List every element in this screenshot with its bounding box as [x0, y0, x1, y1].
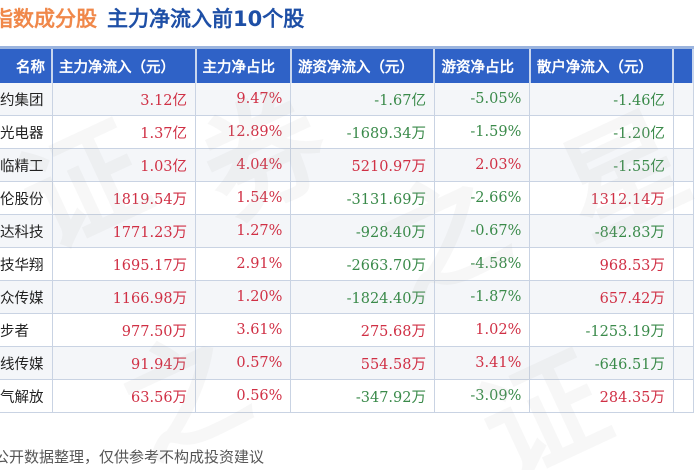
stock-name-cell: 达科技 — [0, 214, 53, 248]
hot-inflow-cell: -928.40万 — [290, 214, 435, 248]
retail-inflow-cell: 1312.14万 — [529, 181, 674, 215]
table-header-row: 名称 主力净流入（元） 主力净占比 游资净流入（元） 游资净占比 散户净流入（元… — [0, 46, 694, 83]
main-pct-cell: 4.04% — [195, 148, 292, 182]
hot-pct-cell: 1.02% — [434, 313, 531, 347]
stock-name-cell: 临精工 — [0, 148, 53, 182]
hot-pct-cell: -4.58% — [434, 247, 531, 281]
stock-name-cell: 线传媒 — [0, 346, 53, 380]
stock-name-cell: 技华翔 — [0, 247, 53, 281]
hot-inflow-cell: -3131.69万 — [290, 181, 435, 215]
retail-inflow-cell: -842.83万 — [529, 214, 674, 248]
main-inflow-cell: 63.56万 — [52, 379, 197, 413]
hot-pct-cell: -0.67% — [434, 214, 531, 248]
hot-pct-cell: 2.03% — [434, 148, 531, 182]
stock-name-cell: 伦股份 — [0, 181, 53, 215]
stock-name-cell: 约集团 — [0, 83, 53, 116]
fund-flow-table: 名称 主力净流入（元） 主力净占比 游资净流入（元） 游资净占比 散户净流入（元… — [0, 46, 694, 413]
table-row: 步者 977.50万 3.61% 275.68万 1.02% -1253.19万 — [0, 313, 694, 347]
col-header-hot-pct: 游资净占比 — [434, 46, 531, 83]
hot-pct-cell: -1.59% — [434, 115, 531, 149]
col-header-main-pct: 主力净占比 — [195, 46, 292, 83]
main-inflow-cell: 91.94万 — [52, 346, 197, 380]
main-inflow-cell: 1166.98万 — [52, 280, 197, 314]
hot-pct-cell: -1.87% — [434, 280, 531, 314]
stock-name-cell: 步者 — [0, 313, 53, 347]
hot-inflow-cell: -1689.34万 — [290, 115, 435, 149]
main-pct-cell: 2.91% — [195, 247, 292, 281]
hot-pct-cell: -2.66% — [434, 181, 531, 215]
main-pct-cell: 12.89% — [195, 115, 292, 149]
retail-inflow-cell: -1.46亿 — [529, 83, 674, 116]
extra-cell — [673, 280, 694, 314]
hot-inflow-cell: 275.68万 — [290, 313, 435, 347]
extra-cell — [673, 346, 694, 380]
table-row: 达科技 1771.23万 1.27% -928.40万 -0.67% -842.83万 — [0, 214, 694, 248]
table-row: 众传媒 1166.98万 1.20% -1824.40万 -1.87% 657.42万 — [0, 280, 694, 314]
retail-inflow-cell: -646.51万 — [529, 346, 674, 380]
stock-name-cell: 众传媒 — [0, 280, 53, 314]
page-title: 指数成分股 主力净流入前10个股 — [0, 4, 304, 34]
title-index: 指数成分股 — [0, 7, 97, 31]
col-header-name: 名称 — [0, 46, 53, 83]
main-pct-cell: 1.20% — [195, 280, 292, 314]
extra-cell — [673, 181, 694, 215]
col-header-retail-inflow: 散户净流入（元） — [529, 46, 675, 83]
retail-inflow-cell: -1.20亿 — [529, 115, 674, 149]
table-row: 约集团 3.12亿 9.47% -1.67亿 -5.05% -1.46亿 — [0, 83, 694, 116]
main-inflow-cell: 1695.17万 — [52, 247, 197, 281]
main-pct-cell: 1.27% — [195, 214, 292, 248]
table-row: 伦股份 1819.54万 1.54% -3131.69万 -2.66% 1312.14万 — [0, 181, 694, 215]
extra-cell — [673, 148, 694, 182]
extra-cell — [673, 313, 694, 347]
stock-name-cell: 光电器 — [0, 115, 53, 149]
extra-cell — [673, 115, 694, 149]
main-pct-cell: 9.47% — [195, 83, 292, 116]
main-inflow-cell: 3.12亿 — [52, 83, 197, 116]
hot-inflow-cell: -347.92万 — [290, 379, 435, 413]
main-pct-cell: 0.57% — [195, 346, 292, 380]
col-header-hot-inflow: 游资净流入（元） — [290, 46, 436, 83]
col-header-main-inflow: 主力净流入（元） — [52, 46, 197, 83]
hot-inflow-cell: -2663.70万 — [290, 247, 435, 281]
main-inflow-cell: 1.37亿 — [52, 115, 197, 149]
disclaimer: 公开数据整理，仅供参考不构成投资建议 — [0, 448, 265, 466]
stock-name-cell: 气解放 — [0, 379, 53, 413]
extra-cell — [673, 379, 694, 413]
table-row: 气解放 63.56万 0.56% -347.92万 -3.09% 284.35万 — [0, 379, 694, 413]
extra-cell — [673, 247, 694, 281]
hot-pct-cell: -5.05% — [434, 83, 531, 116]
hot-inflow-cell: -1.67亿 — [290, 83, 435, 116]
table-row: 技华翔 1695.17万 2.91% -2663.70万 -4.58% 968.53万 — [0, 247, 694, 281]
main-pct-cell: 1.54% — [195, 181, 292, 215]
retail-inflow-cell: 657.42万 — [529, 280, 674, 314]
hot-inflow-cell: -1824.40万 — [290, 280, 435, 314]
hot-pct-cell: 3.41% — [434, 346, 531, 380]
hot-inflow-cell: 5210.97万 — [290, 148, 435, 182]
retail-inflow-cell: -1.55亿 — [529, 148, 674, 182]
retail-inflow-cell: -1253.19万 — [529, 313, 674, 347]
col-header-extra — [673, 46, 694, 83]
hot-pct-cell: -3.09% — [434, 379, 531, 413]
table-row: 线传媒 91.94万 0.57% 554.58万 3.41% -646.51万 — [0, 346, 694, 380]
hot-inflow-cell: 554.58万 — [290, 346, 435, 380]
table-row: 光电器 1.37亿 12.89% -1689.34万 -1.59% -1.20亿 — [0, 115, 694, 149]
retail-inflow-cell: 968.53万 — [529, 247, 674, 281]
main-inflow-cell: 1771.23万 — [52, 214, 197, 248]
extra-cell — [673, 214, 694, 248]
main-inflow-cell: 1.03亿 — [52, 148, 197, 182]
main-pct-cell: 0.56% — [195, 379, 292, 413]
main-inflow-cell: 1819.54万 — [52, 181, 197, 215]
main-inflow-cell: 977.50万 — [52, 313, 197, 347]
retail-inflow-cell: 284.35万 — [529, 379, 674, 413]
table-row: 临精工 1.03亿 4.04% 5210.97万 2.03% -1.55亿 — [0, 148, 694, 182]
main-pct-cell: 3.61% — [195, 313, 292, 347]
extra-cell — [673, 83, 694, 116]
title-subject: 主力净流入前10个股 — [107, 7, 305, 31]
